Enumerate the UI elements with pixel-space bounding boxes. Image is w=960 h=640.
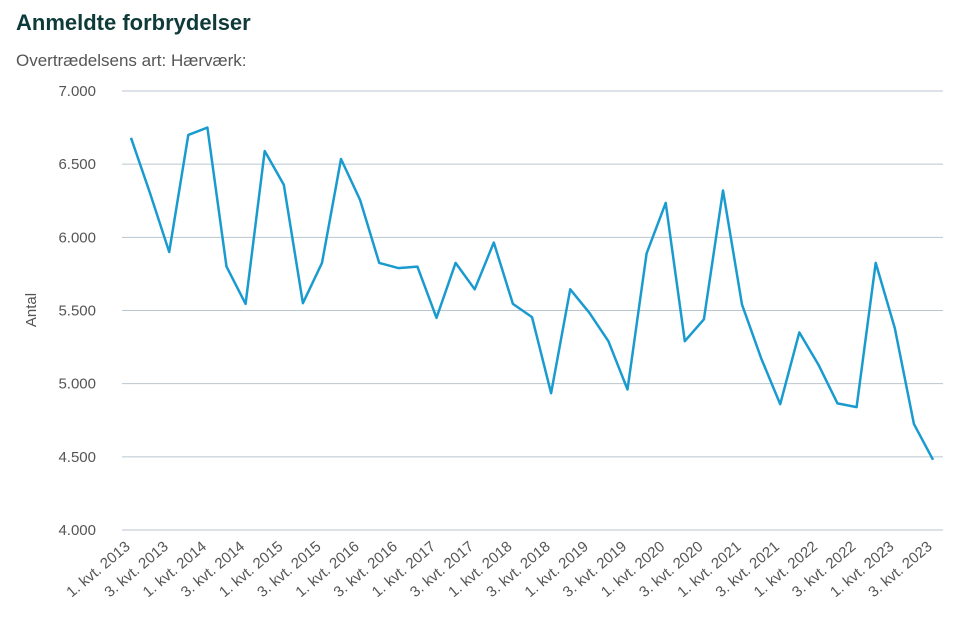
y-axis-label: Antal [23, 293, 40, 327]
y-tick-label: 4.000 [58, 522, 96, 539]
chart-subtitle: Overtrædelsens art: Hærværk: [16, 51, 247, 70]
y-tick-label: 5.500 [58, 303, 96, 320]
y-tick-label: 6.000 [58, 229, 96, 246]
y-tick-label: 5.000 [58, 376, 96, 393]
y-tick-label: 4.500 [58, 449, 96, 466]
chart-title: Anmeldte forbrydelser [16, 10, 251, 35]
data-line [129, 126, 935, 461]
y-tick-label: 7.000 [58, 83, 96, 100]
y-tick-label: 6.500 [58, 156, 96, 173]
